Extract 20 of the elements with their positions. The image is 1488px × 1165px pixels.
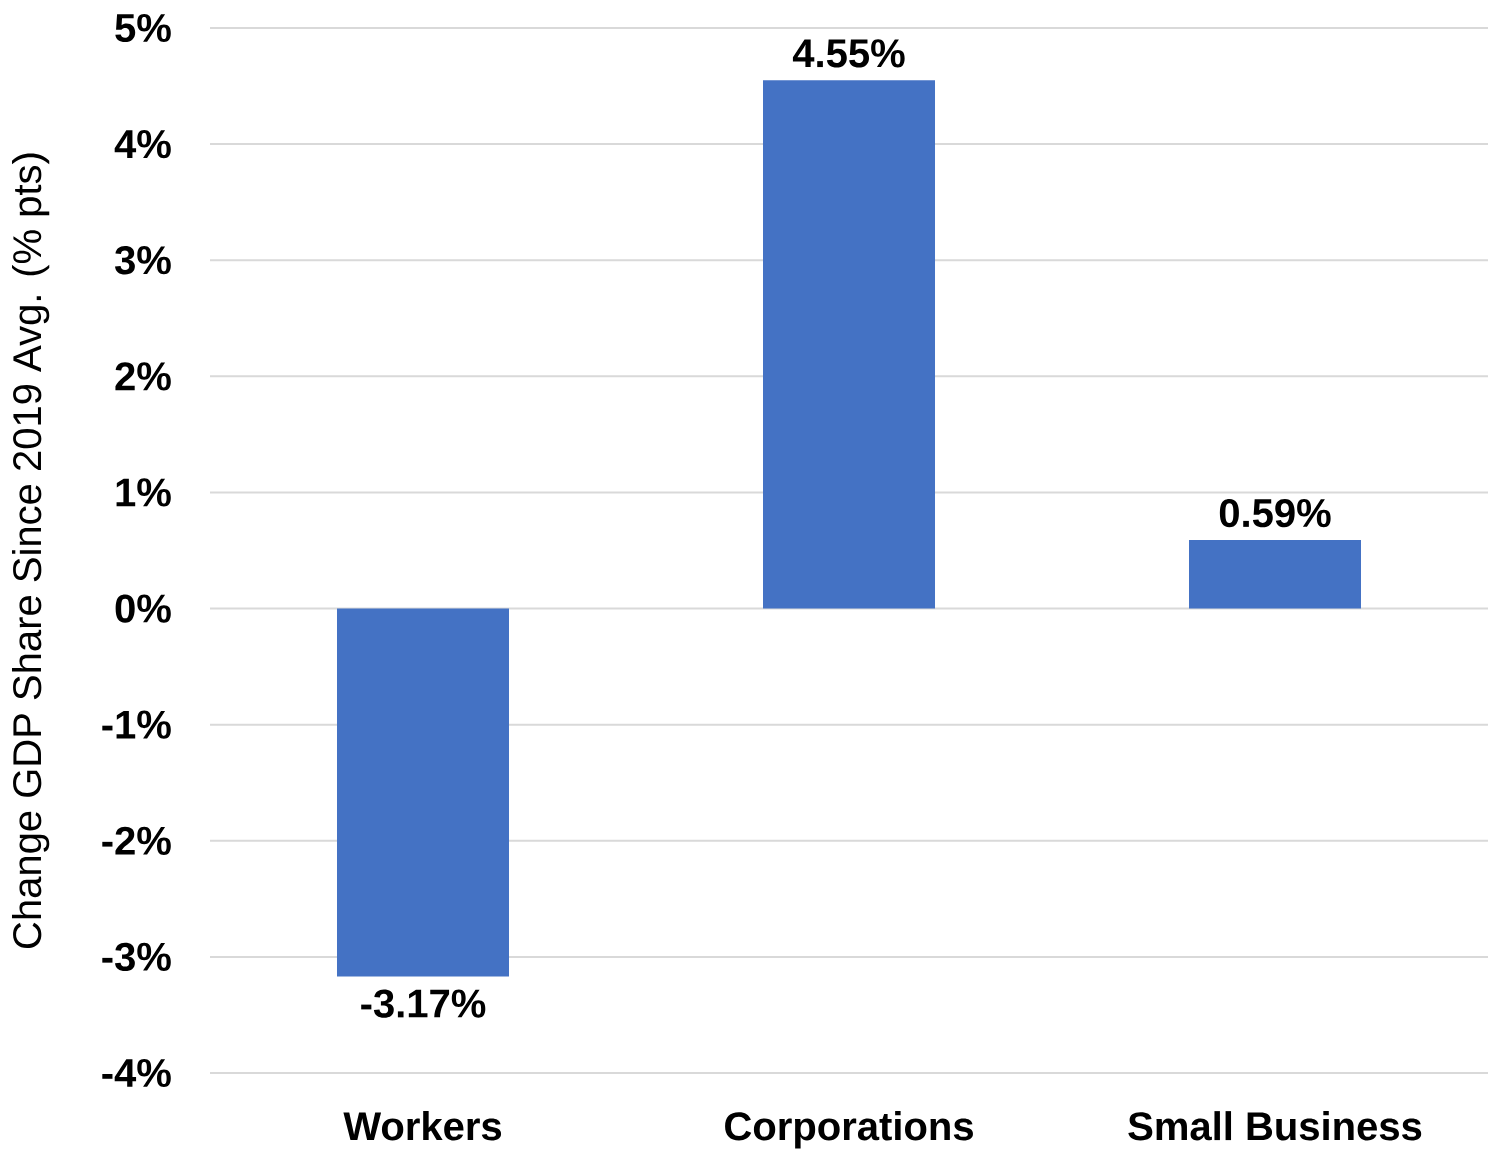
y-tick-label: 5% <box>115 13 171 43</box>
y-tick-label: -1% <box>102 710 171 739</box>
y-tick-label: 0% <box>115 594 171 623</box>
y-tick-label: -3% <box>102 942 171 972</box>
y-tick-label: 1% <box>116 478 171 507</box>
y-axis-title: Change GDP Share Since 2019 Avg. (% pts) <box>11 153 50 948</box>
y-tick-label: 4% <box>114 130 171 159</box>
x-tick-label: Workers <box>343 1111 502 1141</box>
x-tick-label: Small Business <box>1128 1111 1422 1141</box>
data-label: 0.59% <box>1219 498 1331 528</box>
bar <box>337 608 509 977</box>
y-tick-label: -4% <box>102 1058 171 1088</box>
bar <box>763 80 936 609</box>
data-label: -3.17% <box>361 989 486 1018</box>
y-tick-label: 3% <box>115 246 171 275</box>
bar <box>1189 540 1361 609</box>
y-tick-label: -2% <box>102 826 171 855</box>
data-label: 4.55% <box>792 39 905 68</box>
y-tick-label: 2% <box>115 362 171 391</box>
x-tick-label: Corporations <box>725 1111 973 1149</box>
